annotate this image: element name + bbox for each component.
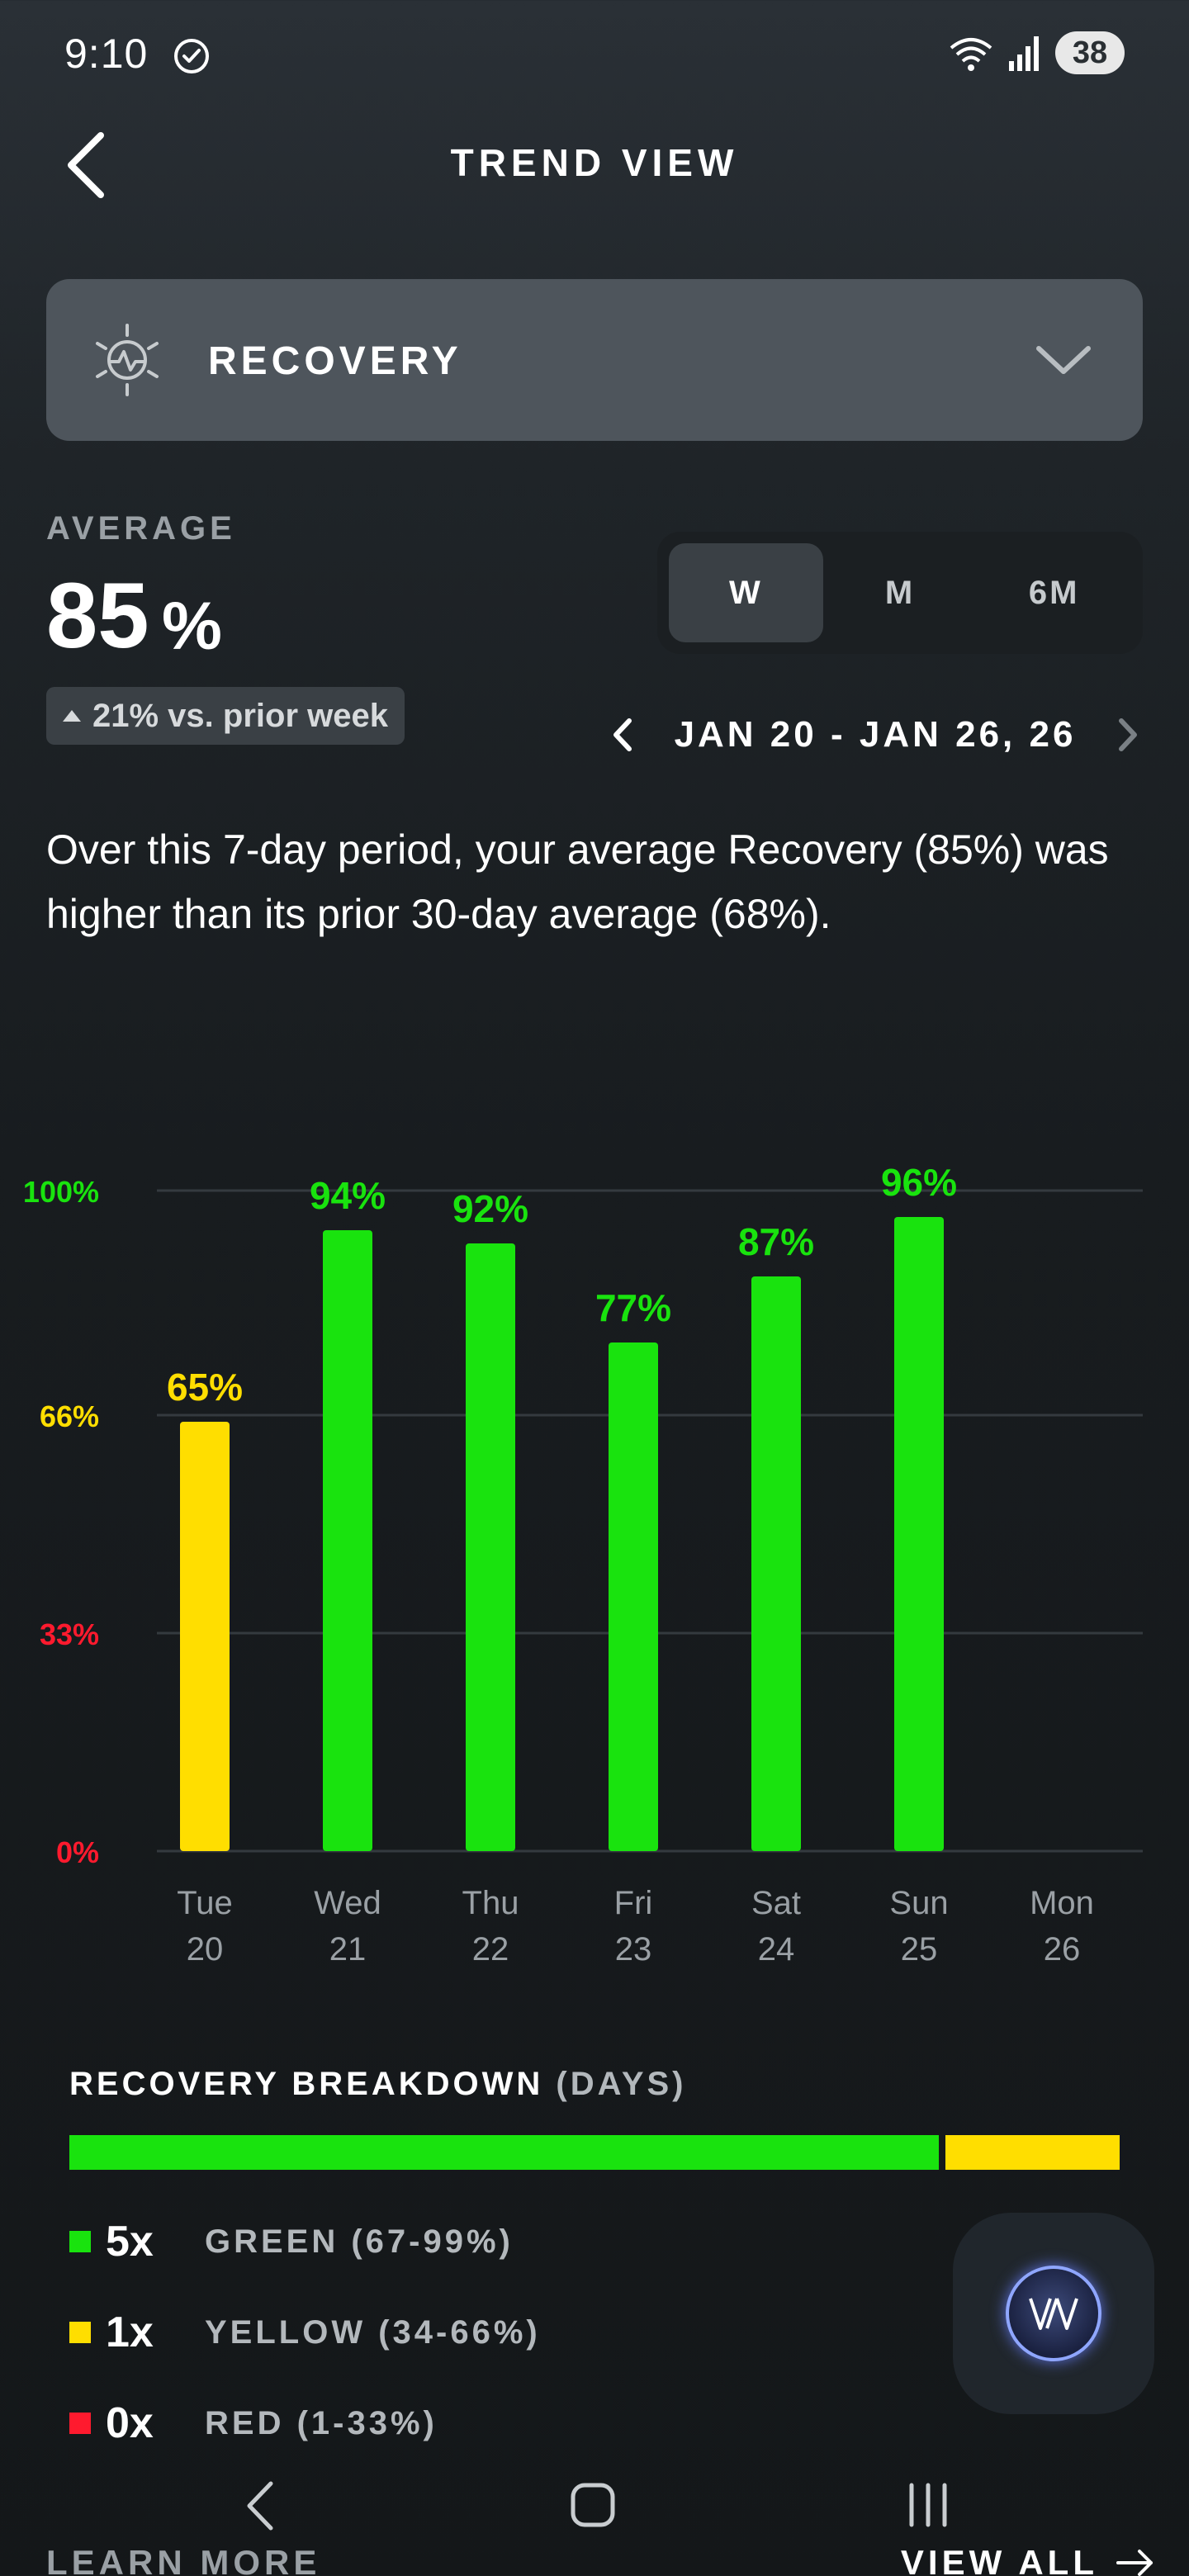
- x-tick-date: 22: [472, 1931, 509, 1968]
- red-count: 0x: [106, 2399, 154, 2447]
- wifi-icon: [950, 38, 992, 71]
- arrow-right-icon: [1116, 2550, 1153, 2576]
- previous-period-button[interactable]: [608, 714, 637, 755]
- next-period-button[interactable]: [1113, 714, 1143, 755]
- bar: [751, 1276, 801, 1851]
- arrow-up-icon: [63, 710, 81, 722]
- bar-value-label: 96%: [881, 1161, 957, 1204]
- breakdown-title-text: RECOVERY BREAKDOWN: [69, 2066, 544, 2102]
- x-tick-date: 26: [1044, 1931, 1081, 1968]
- recovery-icon: [96, 324, 159, 396]
- assistant-orb: [1006, 2266, 1101, 2361]
- x-tick-date: 23: [615, 1931, 652, 1968]
- breakdown-bar: [69, 2135, 1120, 2170]
- x-tick-day: Fri: [614, 1885, 653, 1921]
- x-tick-day: Wed: [314, 1885, 381, 1921]
- recovery-bar-chart: 100% 66% 33% 0% 65% Tue 20 94% Wed 21 92% Thu 22 77% F…: [23, 1161, 1143, 1968]
- back-button[interactable]: [58, 124, 116, 206]
- x-tick-day: Mon: [1030, 1885, 1094, 1921]
- green-label: GREEN (67-99%): [205, 2223, 514, 2260]
- bar: [466, 1243, 515, 1851]
- summary-text: Over this 7-day period, your average Rec…: [46, 826, 1109, 937]
- yellow-count: 1x: [106, 2308, 154, 2356]
- x-tick-day: Tue: [177, 1885, 232, 1921]
- date-range-label: JAN 20 - JAN 26, 26: [674, 714, 1077, 755]
- x-tick-day: Thu: [462, 1885, 519, 1921]
- breakdown-row-yellow: 1x YELLOW (34-66%): [69, 2304, 541, 2361]
- range-option-6-months[interactable]: 6M: [1028, 574, 1080, 611]
- breakdown-row-green: 5x GREEN (67-99%): [69, 2213, 514, 2271]
- whoop-logo-icon: [1029, 2298, 1078, 2330]
- battery-indicator: 38: [1055, 31, 1125, 74]
- breakdown-subtitle: (DAYS): [556, 2066, 687, 2102]
- system-home-button[interactable]: [570, 2482, 616, 2528]
- delta-text: 21% vs. prior week: [92, 697, 388, 734]
- system-back-button[interactable]: [239, 2477, 281, 2535]
- bar-value-label: 77%: [595, 1286, 671, 1329]
- average-label: AVERAGE: [46, 510, 236, 547]
- yellow-label: YELLOW (34-66%): [205, 2313, 541, 2351]
- range-toggle: W M 6M: [657, 532, 1143, 654]
- bar: [894, 1217, 944, 1851]
- y-tick-label: 100%: [23, 1175, 99, 1209]
- bar-value-label: 92%: [452, 1187, 528, 1230]
- status-time: 9:10: [64, 31, 149, 77]
- x-tick-date: 25: [901, 1931, 938, 1968]
- bar: [180, 1422, 230, 1851]
- assistant-button[interactable]: [953, 2213, 1154, 2414]
- range-option-week[interactable]: W: [669, 543, 823, 642]
- breakdown-bar-green: [69, 2135, 939, 2170]
- check-circle-icon: [174, 39, 209, 73]
- y-tick-label: 0%: [56, 1835, 99, 1869]
- x-tick-date: 21: [329, 1931, 367, 1968]
- bar: [323, 1230, 372, 1851]
- page-title: TREND VIEW: [450, 141, 739, 184]
- bar-value-label: 87%: [738, 1220, 814, 1263]
- breakdown-bar-yellow: [945, 2135, 1120, 2170]
- breakdown-title: RECOVERY BREAKDOWN (DAYS): [69, 2066, 687, 2103]
- x-tick-day: Sun: [889, 1885, 948, 1921]
- green-swatch: [69, 2231, 91, 2252]
- average-unit: %: [162, 589, 222, 664]
- system-recents-button[interactable]: [903, 2480, 953, 2530]
- x-tick-date: 20: [187, 1931, 224, 1968]
- red-label: RED (1-33%): [205, 2404, 438, 2441]
- bar-value-label: 65%: [167, 1366, 243, 1409]
- breakdown-row-red: 0x RED (1-33%): [69, 2394, 438, 2452]
- status-icons: 38: [946, 31, 1125, 74]
- x-tick-date: 24: [758, 1931, 795, 1968]
- red-swatch: [69, 2413, 91, 2434]
- learn-more-link[interactable]: LEARN MORE: [46, 2543, 321, 2576]
- bar-value-label: 94%: [310, 1174, 386, 1217]
- bar: [609, 1342, 658, 1851]
- green-count: 5x: [106, 2218, 154, 2266]
- chevron-down-icon: [1036, 346, 1091, 374]
- view-all-link[interactable]: VIEW ALL: [901, 2543, 1156, 2576]
- average-value: 85: [46, 564, 149, 667]
- y-tick-label: 33%: [40, 1617, 99, 1651]
- metric-dropdown[interactable]: RECOVERY: [46, 279, 1143, 441]
- view-all-label: VIEW ALL: [900, 2543, 1098, 2576]
- signal-icon: [1009, 36, 1039, 71]
- metric-label: RECOVERY: [208, 339, 462, 383]
- date-navigation: JAN 20 - JAN 26, 26: [608, 710, 1143, 760]
- range-option-month[interactable]: M: [884, 574, 916, 611]
- x-tick-day: Sat: [751, 1885, 801, 1921]
- y-tick-label: 66%: [40, 1399, 99, 1433]
- yellow-swatch: [69, 2322, 91, 2343]
- delta-badge: 21% vs. prior week: [46, 687, 405, 745]
